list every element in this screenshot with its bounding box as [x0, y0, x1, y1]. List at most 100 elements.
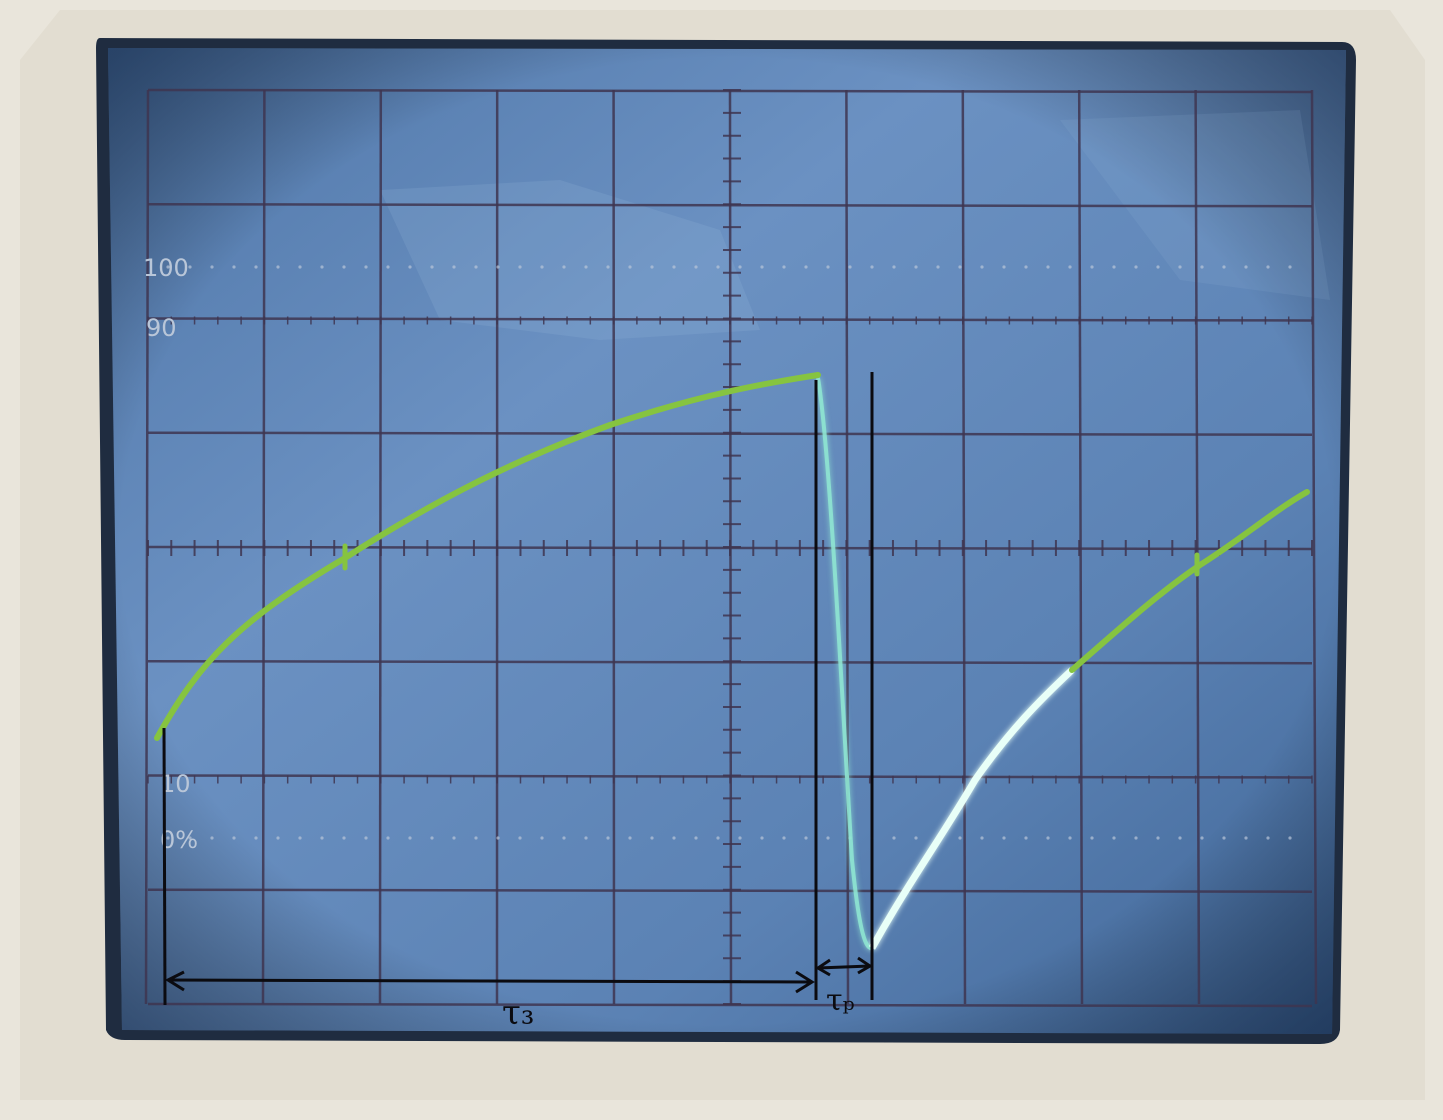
dotted-0-percent-line: [1134, 836, 1138, 840]
grid-line-vertical: [1194, 89, 1201, 1005]
dotted-100-percent-line: [1134, 265, 1138, 269]
dotted-100-percent-line: [650, 265, 654, 269]
grid-line-vertical: [1310, 89, 1318, 1005]
dotted-0-percent-line: [298, 836, 302, 840]
label-0-percent: 0%: [160, 826, 198, 854]
dotted-0-percent-line: [1002, 836, 1006, 840]
tau3-arrowhead-right: [795, 970, 815, 994]
dotted-0-percent-line: [694, 836, 698, 840]
dotted-100-percent-line: [628, 265, 632, 269]
dotted-100-percent-line: [518, 265, 522, 269]
dotted-100-percent-line: [386, 265, 390, 269]
dotted-100-percent-line: [320, 265, 324, 269]
dotted-0-percent-line: [804, 836, 808, 840]
dotted-100-percent-line: [188, 265, 192, 269]
dotted-100-percent-line: [1288, 265, 1292, 269]
drawn-trace-charge: [154, 372, 821, 741]
dotted-0-percent-line: [342, 836, 346, 840]
dotted-100-percent-line: [1266, 265, 1270, 269]
dotted-0-percent-line: [188, 836, 192, 840]
dotted-100-percent-line: [408, 265, 412, 269]
dotted-100-percent-line: [1244, 265, 1248, 269]
tau3-arrowhead-left: [164, 970, 185, 992]
dotted-0-percent-line: [1024, 836, 1028, 840]
dotted-0-percent-line: [386, 836, 390, 840]
dotted-0-percent-line: [738, 836, 742, 840]
dotted-0-percent-line: [672, 836, 676, 840]
dotted-100-percent-line: [298, 265, 302, 269]
dotted-0-percent-line: [452, 836, 456, 840]
dotted-0-percent-line: [496, 836, 500, 840]
dotted-100-percent-line: [1200, 265, 1204, 269]
dotted-0-percent-line: [980, 836, 984, 840]
dotted-100-percent-line: [1178, 265, 1182, 269]
drawn-trace-recharge: [1069, 489, 1310, 673]
dotted-100-percent-line: [430, 265, 434, 269]
dotted-0-percent-line: [628, 836, 632, 840]
dotted-100-percent-line: [782, 265, 786, 269]
dotted-0-percent-line: [650, 836, 654, 840]
dotted-100-percent-line: [936, 265, 940, 269]
dotted-0-percent-line: [958, 836, 962, 840]
dotted-100-percent-line: [694, 265, 698, 269]
dotted-0-percent-line: [562, 836, 566, 840]
dotted-0-percent-line: [760, 836, 764, 840]
dotted-0-percent-line: [1222, 836, 1226, 840]
dotted-0-percent-line: [1200, 836, 1204, 840]
dotted-100-percent-line: [914, 265, 918, 269]
tau3-label: τ₃: [502, 993, 534, 1033]
screen-reflection: [380, 180, 760, 340]
scope-trace-fall: [816, 377, 873, 950]
scope-trace: [816, 377, 1075, 950]
dotted-100-percent-line: [958, 265, 962, 269]
dotted-0-percent-line: [1156, 836, 1160, 840]
drawn-trace: [154, 372, 1310, 741]
dotted-100-percent-line: [342, 265, 346, 269]
dotted-100-percent-line: [1068, 265, 1072, 269]
dotted-100-percent-line: [496, 265, 500, 269]
dotted-0-percent-line: [210, 836, 214, 840]
dotted-100-percent-line: [870, 265, 874, 269]
dotted-0-percent-line: [1090, 836, 1094, 840]
dotted-100-percent-line: [1002, 265, 1006, 269]
graticule-labels: 100 90 10 0%: [143, 254, 198, 854]
dotted-0-percent-line: [914, 836, 918, 840]
dotted-0-percent-line: [716, 836, 720, 840]
dotted-100-percent-line: [1024, 265, 1028, 269]
label-100: 100: [143, 254, 189, 282]
dotted-100-percent-line: [254, 265, 258, 269]
dotted-0-percent-line: [1046, 836, 1050, 840]
dotted-100-percent-line: [848, 265, 852, 269]
screen-vignette: [108, 48, 1346, 1034]
dotted-100-percent-line: [364, 265, 368, 269]
dotted-0-percent-line: [584, 836, 588, 840]
dotted-0-percent-line: [364, 836, 368, 840]
label-90: 90: [146, 314, 177, 342]
dotted-0-percent-line: [232, 836, 236, 840]
dotted-0-percent-line: [1112, 836, 1116, 840]
grid-line-vertical: [1077, 89, 1084, 1005]
dotted-100-percent-line: [1112, 265, 1116, 269]
taup-arrowhead-left: [815, 958, 831, 977]
dotted-0-percent-line: [606, 836, 610, 840]
dotted-100-percent-line: [562, 265, 566, 269]
tau3-arrow: [167, 978, 811, 984]
dotted-100-percent-line: [584, 265, 588, 269]
taup-label: τₚ: [826, 983, 855, 1018]
dotted-0-percent-line: [1288, 836, 1292, 840]
dotted-100-percent-line: [738, 265, 742, 269]
graticule-grid: [144, 88, 1318, 1008]
dotted-0-percent-line: [1068, 836, 1072, 840]
scope-trace-rise: [868, 667, 1075, 950]
dotted-100-percent-line: [760, 265, 764, 269]
dotted-0-percent-line: [892, 836, 896, 840]
dotted-0-percent-line: [540, 836, 544, 840]
dotted-100-percent-line: [892, 265, 896, 269]
dotted-100-percent-line: [980, 265, 984, 269]
dotted-0-percent-line: [1266, 836, 1270, 840]
marker-line-start: [162, 727, 167, 1006]
dotted-100-percent-line: [166, 265, 170, 269]
dotted-100-percent-line: [826, 265, 830, 269]
dotted-0-percent-line: [474, 836, 478, 840]
